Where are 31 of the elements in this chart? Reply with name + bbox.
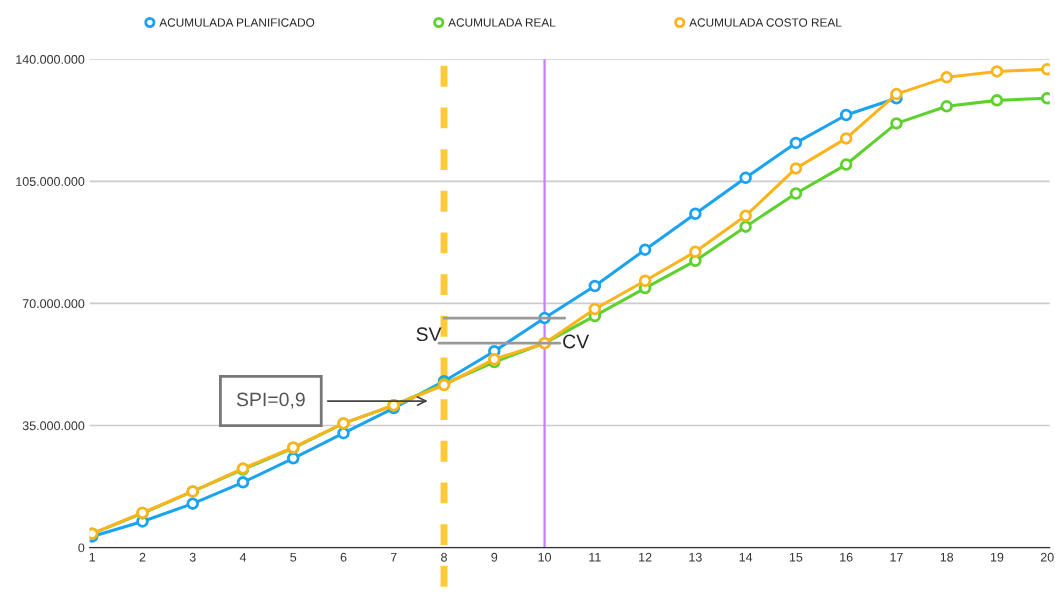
x-tick-label: 11 <box>589 552 601 562</box>
legend-label: ACUMULADA PLANIFICADO <box>159 18 315 27</box>
x-tick-label: 13 <box>689 552 702 562</box>
x-tick-label: 2 <box>139 552 146 562</box>
x-tick-label: 18 <box>940 552 954 562</box>
x-tick-label: 14 <box>739 552 753 562</box>
x-tick-label: 9 <box>491 552 498 562</box>
annotation: CV <box>563 334 590 349</box>
legend-label: ACUMULADA REAL <box>448 18 556 27</box>
x-tick-label: 4 <box>239 552 247 562</box>
x-tick-label: 6 <box>340 552 347 562</box>
x-tick-label: 12 <box>639 552 652 562</box>
x-tick-label: 17 <box>890 552 903 562</box>
annotation: SPI=0,9 <box>236 392 305 409</box>
y-tick-label: 35.000.000 <box>22 421 85 431</box>
x-tick-label: 1 <box>89 552 96 562</box>
x-tick-label: 19 <box>990 552 1004 562</box>
y-tick-label: 0 <box>78 543 85 553</box>
legend-label: ACUMULADA COSTO REAL <box>689 18 842 27</box>
x-tick-label: 3 <box>189 552 196 562</box>
y-tick-label: 70.000.000 <box>22 299 85 309</box>
x-tick-label: 7 <box>390 552 397 562</box>
x-tick-label: 10 <box>538 552 552 562</box>
x-tick-label: 8 <box>441 552 447 562</box>
x-tick-label: 15 <box>789 552 803 562</box>
annotation: SV <box>416 327 442 342</box>
y-tick-label: 140.000.000 <box>16 55 85 64</box>
x-tick-label: 20 <box>1040 552 1054 562</box>
x-tick-label: 5 <box>290 552 297 562</box>
x-tick-label: 16 <box>840 552 853 562</box>
y-tick-label: 105.000.000 <box>16 177 85 186</box>
